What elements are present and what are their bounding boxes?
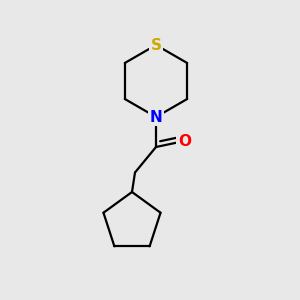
Text: N: N bbox=[150, 110, 162, 124]
Text: S: S bbox=[151, 38, 161, 52]
Text: O: O bbox=[178, 134, 191, 148]
